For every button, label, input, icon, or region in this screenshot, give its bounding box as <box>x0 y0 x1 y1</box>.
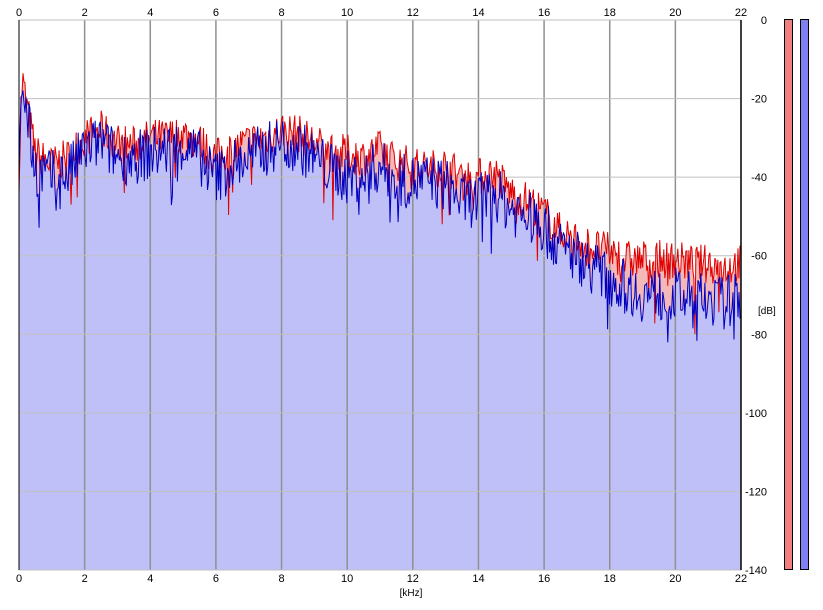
x-axis-label: [kHz] <box>400 588 423 599</box>
x-tick-label-top: 6 <box>213 7 219 19</box>
x-tick-label-bottom: 2 <box>82 573 88 585</box>
x-tick-labels-bottom: 0 2 4 6 8 10 12 14 16 18 20 22 <box>16 573 747 585</box>
x-tick-label-top: 14 <box>472 7 484 19</box>
y-tick-labels: 0 -20 -40 -60 -80 -100 -120 -140 <box>745 15 767 577</box>
x-tick-label-bottom: 0 <box>16 573 22 585</box>
x-tick-label-top: 4 <box>147 7 153 19</box>
y-tick-label: -60 <box>751 251 767 263</box>
x-tick-label-top: 10 <box>341 7 353 19</box>
x-tick-label-bottom: 8 <box>278 573 284 585</box>
x-tick-label-bottom: 12 <box>407 573 419 585</box>
series-2-line <box>18 90 742 343</box>
x-tick-label-top: 0 <box>16 7 22 19</box>
plot-frame <box>18 20 742 570</box>
series-lines <box>18 73 742 343</box>
x-tick-label-bottom: 20 <box>669 573 681 585</box>
x-tick-label-top: 20 <box>669 7 681 19</box>
x-tick-label-bottom: 22 <box>735 573 747 585</box>
x-tick-label-bottom: 6 <box>213 573 219 585</box>
series-2-area <box>19 90 741 570</box>
x-tick-label-top: 16 <box>538 7 550 19</box>
left-channel-level-meter <box>784 19 793 570</box>
x-tick-label-top: 2 <box>82 7 88 19</box>
x-tick-label-top: 22 <box>735 7 747 19</box>
x-tick-label-top: 18 <box>604 7 616 19</box>
x-tick-label-bottom: 18 <box>604 573 616 585</box>
x-tick-label-top: 8 <box>278 7 284 19</box>
y-tick-label: -20 <box>751 94 767 106</box>
x-tick-labels-top: 0 2 4 6 8 10 12 14 16 18 20 22 <box>16 7 747 19</box>
right-channel-level-meter <box>800 19 809 570</box>
y-tick-label: -120 <box>745 486 767 498</box>
y-axis-label: [dB] <box>758 306 776 317</box>
y-tick-label: 0 <box>761 15 767 27</box>
x-tick-label-top: 12 <box>407 7 419 19</box>
y-tick-label: -80 <box>751 329 767 341</box>
x-tick-label-bottom: 14 <box>472 573 484 585</box>
x-tick-label-bottom: 4 <box>147 573 153 585</box>
y-tick-label: -40 <box>751 172 767 184</box>
y-tick-label: -140 <box>745 565 767 577</box>
series-fills <box>19 73 741 571</box>
y-tick-label: -100 <box>745 408 767 420</box>
x-tick-label-bottom: 10 <box>341 573 353 585</box>
x-tick-label-bottom: 16 <box>538 573 550 585</box>
